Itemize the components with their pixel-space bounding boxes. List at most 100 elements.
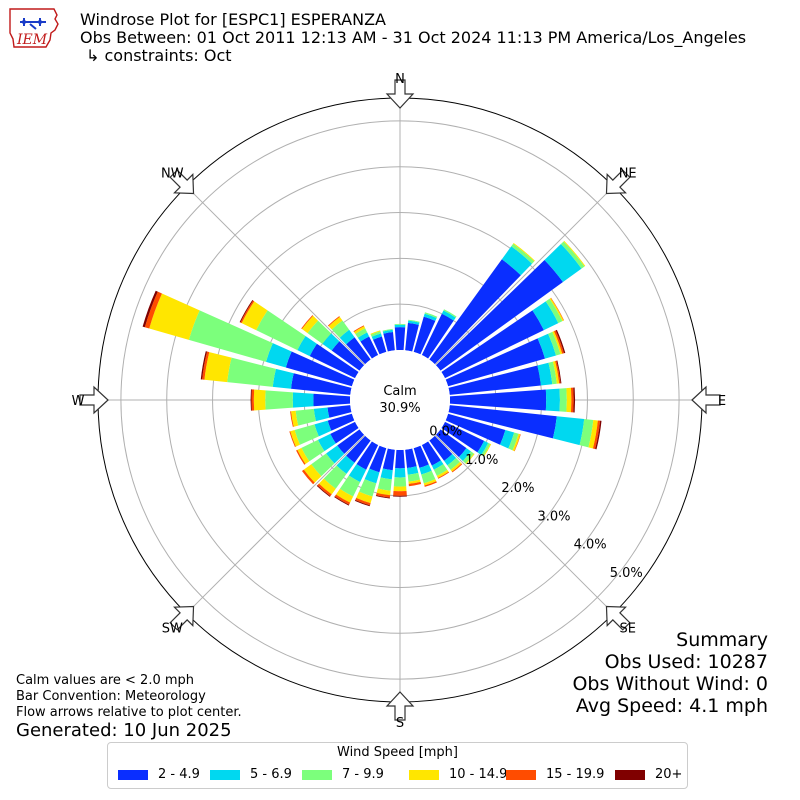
bar-10-bin-1 bbox=[407, 320, 420, 325]
bar-330-bin-2 bbox=[355, 328, 368, 338]
bar-120-bin-0 bbox=[441, 421, 485, 453]
bar-50-bin-2 bbox=[560, 241, 585, 269]
bar-300-bin-4 bbox=[240, 300, 255, 324]
compass-labels: N NE E SE S SW W NW bbox=[72, 72, 727, 731]
legend-swatch bbox=[506, 770, 536, 780]
bar-80-bin-2 bbox=[548, 361, 557, 385]
bar-140-bin-3 bbox=[450, 461, 462, 472]
summary-obs-used: Obs Used: 10287 bbox=[604, 651, 768, 673]
legend-label: 5 - 6.9 bbox=[250, 767, 292, 782]
bar-130-bin-1 bbox=[458, 448, 471, 461]
bar-100-bin-5 bbox=[595, 420, 602, 450]
bar-40-bin-2 bbox=[511, 243, 535, 264]
bar-210-bin-0 bbox=[356, 441, 379, 470]
grid-spoke bbox=[186, 186, 365, 365]
bar-240-bin-3 bbox=[297, 447, 310, 464]
bar-280-bin-5 bbox=[200, 351, 208, 380]
constraint-note: ↳ constraints: Oct bbox=[86, 46, 232, 65]
bar-280-bin-1 bbox=[272, 368, 294, 389]
bar-240-bin-0 bbox=[330, 421, 359, 444]
calm-percent: 30.9% bbox=[379, 401, 420, 416]
calm-note: Calm values are < 2.0 mph bbox=[16, 673, 195, 688]
bar-280-bin-0 bbox=[291, 373, 352, 395]
bar-180-bin-4 bbox=[393, 491, 407, 496]
bar-350-bin-2 bbox=[382, 328, 393, 332]
flow-arrow bbox=[169, 169, 195, 195]
bar-70-bin-3 bbox=[552, 331, 563, 355]
bar-190-bin-3 bbox=[376, 488, 391, 496]
legend-swatch bbox=[302, 770, 332, 780]
bar-260-bin-0 bbox=[327, 405, 352, 418]
calm-label: Calm bbox=[383, 384, 416, 399]
grid-spoke bbox=[435, 435, 614, 614]
bar-70-bin-2 bbox=[548, 331, 561, 356]
bar-70-bin-1 bbox=[537, 333, 557, 359]
iem-logo: IEM bbox=[9, 8, 59, 48]
bar-340-bin-2 bbox=[370, 331, 382, 337]
bar-30-bin-1 bbox=[441, 310, 456, 321]
bar-90-bin-2 bbox=[559, 388, 567, 412]
legend-label: 10 - 14.9 bbox=[449, 767, 508, 782]
bar-140-bin-1 bbox=[444, 454, 457, 466]
bar-0-bin-1 bbox=[394, 324, 406, 328]
wind-bars bbox=[142, 240, 602, 507]
bar-210-bin-1 bbox=[348, 464, 367, 483]
summary-obs-without-wind: Obs Without Wind: 0 bbox=[572, 673, 768, 695]
bar-260-bin-4 bbox=[290, 411, 294, 427]
bar-320-bin-0 bbox=[346, 337, 371, 365]
bar-50-bin-0 bbox=[435, 259, 563, 371]
bar-280-bin-3 bbox=[204, 352, 232, 383]
bar-230-bin-0 bbox=[337, 429, 365, 454]
bar-200-bin-0 bbox=[369, 445, 387, 473]
bar-320-bin-3 bbox=[328, 316, 343, 330]
bar-170-bin-3 bbox=[408, 479, 421, 484]
compass-ne: NE bbox=[619, 166, 637, 181]
calm-circle bbox=[350, 350, 450, 450]
bar-340-bin-1 bbox=[371, 333, 382, 340]
summary-avg-speed: Avg Speed: 4.1 mph bbox=[575, 695, 768, 717]
bar-90-bin-1 bbox=[545, 388, 560, 412]
flow-arrow bbox=[691, 385, 721, 415]
bar-110-bin-4 bbox=[514, 434, 521, 452]
bar-350-bin-1 bbox=[382, 329, 393, 334]
bar-270-bin-5 bbox=[250, 389, 252, 411]
bar-230-bin-1 bbox=[326, 445, 345, 464]
bar-150-bin-4 bbox=[437, 471, 450, 479]
radial-label: 1.0% bbox=[465, 453, 498, 468]
bar-60-bin-0 bbox=[441, 310, 544, 379]
bar-240-bin-2 bbox=[301, 439, 325, 462]
flow-arrow bbox=[385, 691, 415, 721]
legend-swatch bbox=[615, 770, 645, 780]
chart-subtitle: Obs Between: 01 Oct 2011 12:13 AM - 31 O… bbox=[80, 28, 747, 47]
bar-40-bin-1 bbox=[501, 246, 533, 276]
radial-label: 3.0% bbox=[538, 509, 571, 524]
bar-270-bin-3 bbox=[253, 389, 266, 411]
bar-300-bin-0 bbox=[309, 343, 359, 379]
bar-170-bin-1 bbox=[407, 466, 419, 475]
bar-60-bin-1 bbox=[532, 301, 559, 331]
logo-text: IEM bbox=[16, 32, 48, 48]
compass-n: N bbox=[395, 72, 405, 87]
bar-250-bin-4 bbox=[289, 431, 296, 447]
bar-210-bin-5 bbox=[334, 496, 350, 506]
bar-170-bin-0 bbox=[405, 448, 417, 468]
bar-190-bin-0 bbox=[382, 448, 395, 471]
bar-320-bin-4 bbox=[327, 316, 340, 327]
flow-arrows bbox=[79, 79, 721, 721]
bar-250-bin-0 bbox=[327, 413, 355, 431]
bar-250-bin-3 bbox=[290, 430, 300, 447]
bar-220-bin-0 bbox=[346, 435, 371, 463]
legend: Wind Speed [mph] 2 - 4.9 5 - 6.9 7 - 9.9 10… bbox=[107, 742, 688, 789]
bar-180-bin-0 bbox=[395, 449, 405, 469]
compass-sw: SW bbox=[162, 622, 183, 637]
bar-350-bin-0 bbox=[383, 332, 395, 352]
bar-190-bin-5 bbox=[375, 495, 390, 499]
bar-240-bin-4 bbox=[296, 449, 306, 465]
compass-se: SE bbox=[619, 622, 635, 637]
bar-150-bin-1 bbox=[431, 460, 444, 470]
bar-10-bin-0 bbox=[405, 322, 419, 352]
bar-100-bin-2 bbox=[579, 419, 594, 448]
bar-340-bin-3 bbox=[370, 330, 381, 335]
legend-label: 7 - 9.9 bbox=[342, 767, 384, 782]
bar-310-bin-3 bbox=[301, 315, 319, 334]
